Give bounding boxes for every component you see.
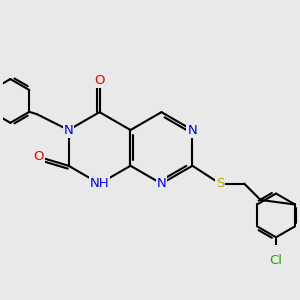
Text: O: O: [33, 150, 44, 163]
Text: NH: NH: [90, 177, 109, 190]
Text: N: N: [157, 177, 166, 190]
Text: N: N: [64, 124, 74, 136]
Text: S: S: [216, 177, 224, 190]
Text: Cl: Cl: [269, 254, 283, 267]
Text: N: N: [188, 124, 197, 136]
Text: O: O: [94, 74, 105, 87]
